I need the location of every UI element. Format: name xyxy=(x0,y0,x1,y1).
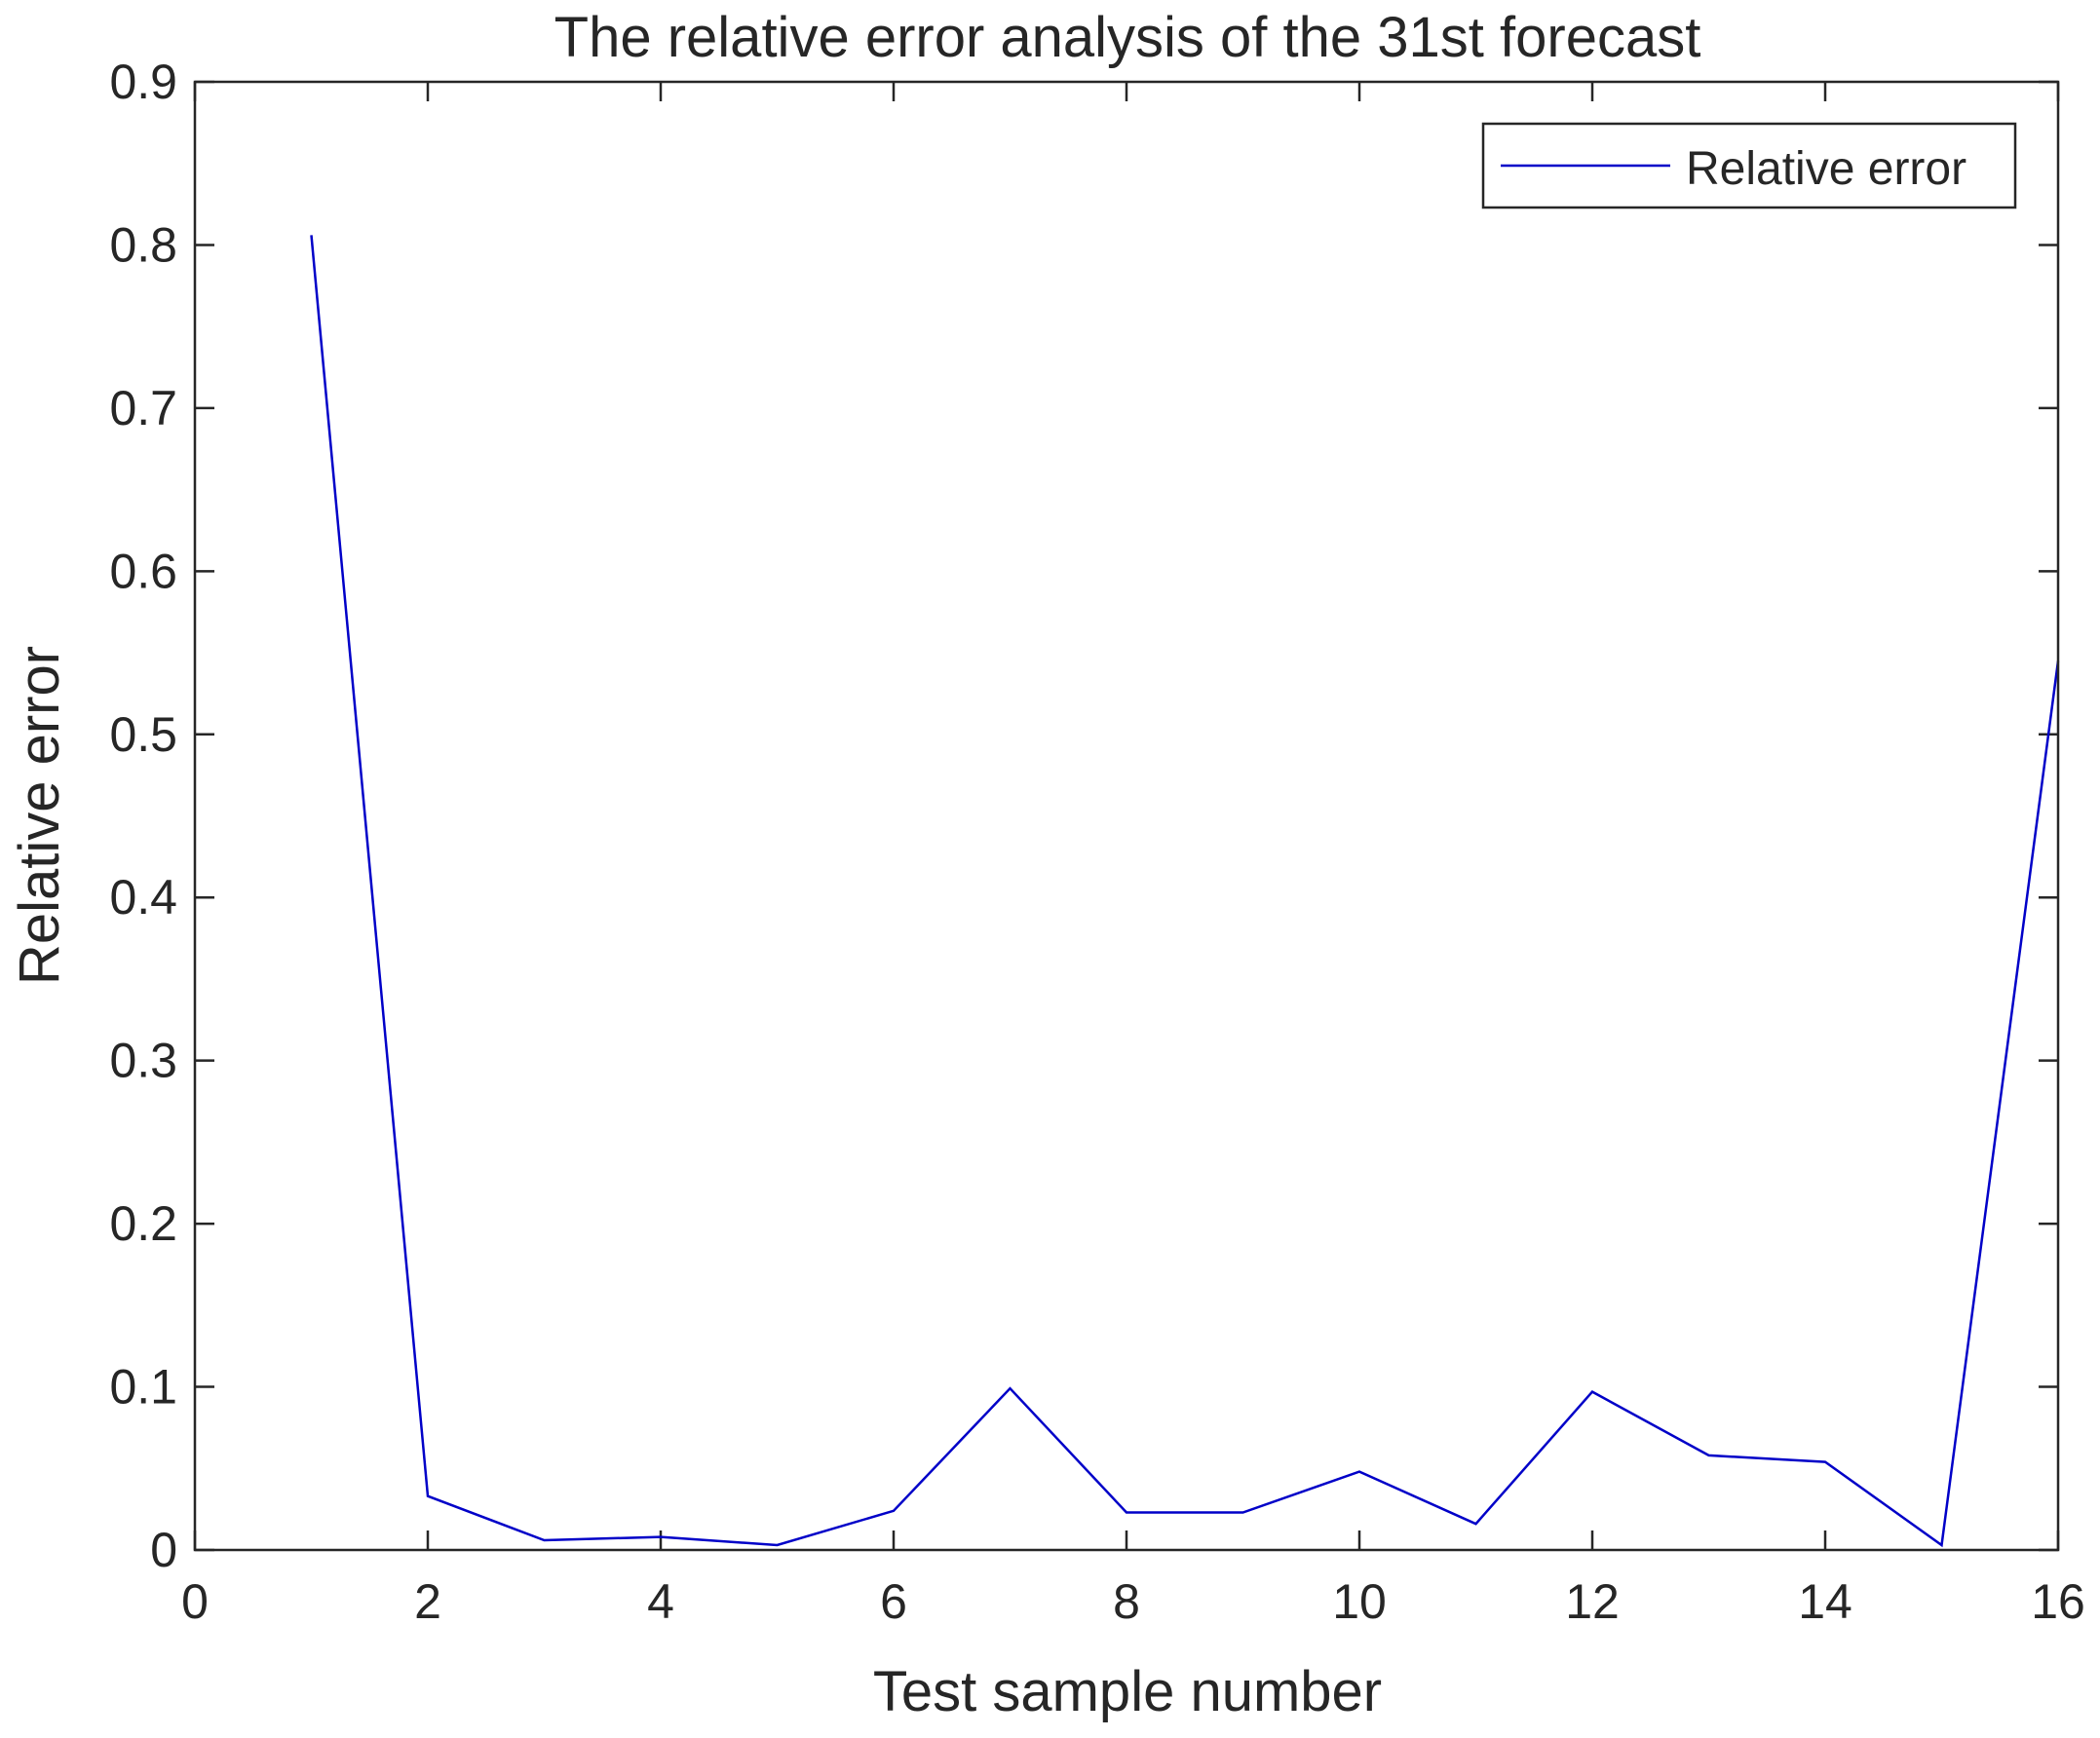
axes-box xyxy=(193,80,2060,1552)
y-tick-label: 0.6 xyxy=(109,544,177,598)
chart-title: The relative error analysis of the 31st … xyxy=(554,6,1701,69)
x-tick-label: 6 xyxy=(880,1574,907,1629)
legend-label: Relative error xyxy=(1686,143,1966,195)
y-tick-label: 0.7 xyxy=(109,381,177,435)
y-tick-label: 0.9 xyxy=(109,55,177,109)
y-tick-label: 0 xyxy=(150,1523,177,1577)
x-tick-label: 0 xyxy=(181,1574,209,1629)
x-tick-label: 4 xyxy=(647,1574,674,1629)
x-axis-ticks: 0 2 4 6 8 10 12 14 16 xyxy=(181,82,2085,1629)
series-line xyxy=(310,235,2060,1548)
x-tick-label: 14 xyxy=(1798,1574,1852,1629)
y-tick-label: 0.3 xyxy=(109,1034,177,1088)
y-tick-label: 0.8 xyxy=(109,217,177,272)
x-tick-label: 10 xyxy=(1332,1574,1387,1629)
y-tick-label: 0.2 xyxy=(109,1196,177,1251)
y-tick-label: 0.4 xyxy=(109,870,177,925)
x-tick-label: 16 xyxy=(2031,1574,2085,1629)
x-tick-label: 12 xyxy=(1565,1574,1620,1629)
x-tick-label: 8 xyxy=(1113,1574,1140,1629)
legend: Relative error xyxy=(1481,122,2017,209)
x-axis-label: Test sample number xyxy=(873,1660,1382,1723)
y-axis-label: Relative error xyxy=(8,646,71,985)
y-axis-ticks: 0 0.1 0.2 0.3 0.4 0.5 0.6 0.7 0.8 0.9 xyxy=(109,55,2058,1577)
y-tick-label: 0.5 xyxy=(109,707,177,762)
y-tick-label: 0.1 xyxy=(109,1360,177,1415)
x-tick-label: 2 xyxy=(414,1574,441,1629)
plot-area xyxy=(195,82,2058,1550)
